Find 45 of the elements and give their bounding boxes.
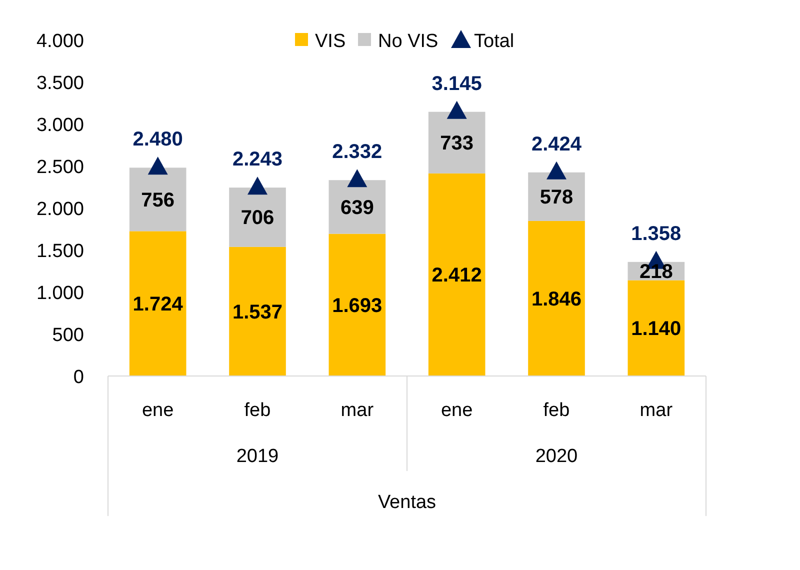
- x-tick-label: mar: [640, 400, 674, 421]
- data-label: 2.332: [332, 141, 382, 164]
- y-tick-label: 1.500: [36, 241, 84, 262]
- data-label: 1.693: [332, 294, 382, 317]
- y-tick-label: 500: [52, 325, 84, 346]
- data-label: 1.846: [531, 288, 582, 310]
- data-label: 3.145: [432, 72, 482, 95]
- data-label: 639: [340, 196, 374, 219]
- data-label: 2.424: [531, 133, 582, 156]
- y-tick-label: 4.000: [36, 31, 84, 52]
- x-axis-title: Ventas: [378, 492, 436, 513]
- bar: [528, 220, 585, 376]
- bar: [129, 231, 186, 376]
- x-tick-label: ene: [142, 400, 174, 421]
- y-tick-label: 2.000: [36, 199, 84, 220]
- bar: [229, 188, 286, 247]
- bar: [628, 280, 685, 376]
- data-label: 706: [240, 207, 274, 230]
- data-label: 2.243: [232, 148, 283, 171]
- data-label: 2.480: [132, 128, 183, 151]
- data-label: 1.537: [232, 301, 283, 324]
- legend-label: Total: [474, 31, 514, 52]
- y-tick-label: 3.000: [36, 115, 84, 136]
- data-label: 1.140: [631, 318, 682, 340]
- text: 2019: [236, 446, 279, 467]
- data-label: 1.358: [631, 222, 682, 245]
- data-label: 733: [440, 132, 474, 155]
- y-tick-label: 3.500: [36, 73, 84, 94]
- data-label: 2.412: [432, 264, 482, 287]
- data-label: 1.724: [132, 294, 184, 316]
- y-tick-label: 0: [73, 367, 84, 388]
- x-tick-label: ene: [440, 400, 473, 421]
- bar: [229, 246, 286, 376]
- x-tick-label: mar: [340, 400, 374, 421]
- bar: [428, 173, 486, 376]
- x-tick-label: feb: [244, 400, 271, 421]
- data-label: 756: [141, 189, 175, 212]
- y-tick-label: 2.500: [36, 157, 84, 178]
- data-label: 578: [540, 186, 574, 209]
- legend-label: No VIS: [378, 31, 438, 52]
- x-tick-label: feb: [543, 400, 570, 421]
- bar: [328, 234, 386, 376]
- text: 2020: [535, 446, 578, 467]
- legend-label: VIS: [315, 31, 346, 52]
- y-tick-label: 1.000: [36, 283, 84, 304]
